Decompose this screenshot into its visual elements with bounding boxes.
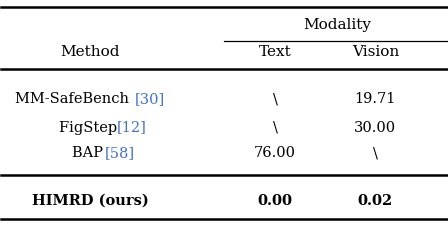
Text: FigStep: FigStep xyxy=(59,120,122,134)
Text: \: \ xyxy=(273,92,278,106)
Text: Vision: Vision xyxy=(352,45,399,59)
Text: BAP: BAP xyxy=(72,146,108,160)
Text: Text: Text xyxy=(259,45,292,59)
Text: 0.02: 0.02 xyxy=(358,193,393,207)
Text: [58]: [58] xyxy=(105,146,135,160)
Text: Modality: Modality xyxy=(304,18,371,32)
Text: \: \ xyxy=(373,146,378,160)
Text: HIMRD (ours): HIMRD (ours) xyxy=(32,193,149,207)
Text: [30]: [30] xyxy=(135,92,165,106)
Text: [12]: [12] xyxy=(116,120,146,134)
Text: 19.71: 19.71 xyxy=(355,92,396,106)
Text: MM-SafeBench: MM-SafeBench xyxy=(15,92,134,106)
Text: Method: Method xyxy=(60,45,120,59)
Text: \: \ xyxy=(273,120,278,134)
Text: 30.00: 30.00 xyxy=(354,120,396,134)
Text: 0.00: 0.00 xyxy=(258,193,293,207)
Text: 76.00: 76.00 xyxy=(254,146,296,160)
